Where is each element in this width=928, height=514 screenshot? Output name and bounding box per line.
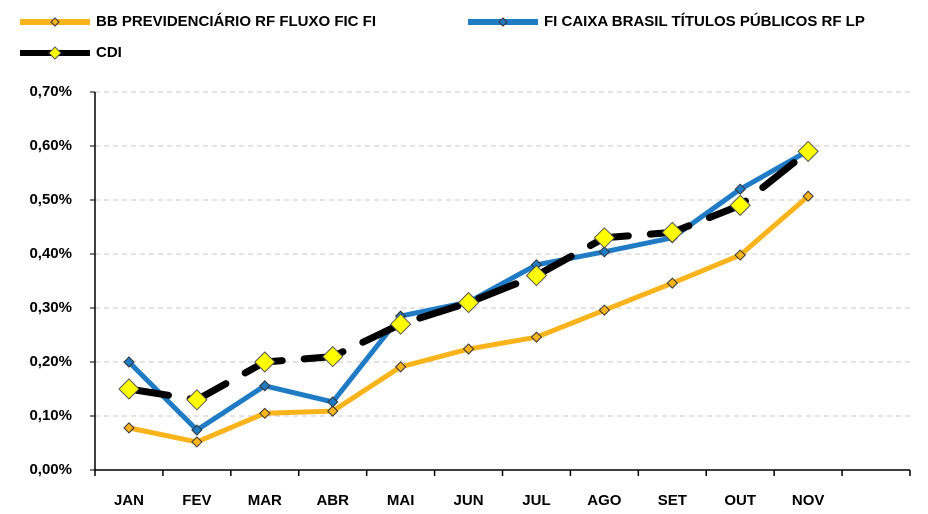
data-point [191, 436, 203, 448]
data-point [394, 361, 407, 373]
x-tick-label: MAR [248, 492, 282, 509]
x-tick-label: ABR [316, 492, 349, 509]
y-tick-label: 0,20% [29, 353, 72, 370]
data-point [191, 424, 203, 436]
y-tick-label: 0,30% [29, 299, 72, 316]
data-point [802, 190, 814, 202]
x-tick-label: JUN [454, 492, 484, 509]
data-point [322, 345, 344, 368]
x-tick-label: SET [658, 492, 687, 509]
data-point [598, 304, 611, 316]
x-tick-label: MAI [387, 492, 415, 509]
data-point [123, 422, 135, 434]
legend-marker [498, 17, 508, 27]
y-tick-label: 0,10% [29, 407, 72, 424]
x-tick-label: JUL [522, 492, 550, 509]
data-point [525, 264, 548, 287]
data-point [327, 405, 339, 417]
series-line [126, 148, 811, 433]
x-tick-label: NOV [792, 492, 825, 509]
data-point [734, 183, 746, 195]
data-point [729, 194, 751, 217]
data-point [734, 249, 746, 261]
data-point [666, 277, 678, 289]
legend-label: CDI [96, 44, 122, 61]
data-point [186, 389, 208, 411]
x-tick-label: AGO [587, 492, 622, 509]
data-point [462, 343, 475, 355]
data-point [123, 356, 135, 368]
series-line [125, 147, 812, 404]
legend-marker [48, 46, 62, 60]
y-tick-label: 0,40% [29, 245, 72, 262]
y-tick-label: 0,00% [29, 461, 72, 478]
legend-label: FI CAIXA BRASIL TÍTULOS PÚBLICOS RF LP [544, 12, 865, 30]
data-point [661, 221, 683, 244]
data-point [389, 313, 412, 335]
data-point [457, 291, 480, 314]
data-point [118, 378, 140, 400]
data-point [259, 380, 271, 392]
legend-marker [50, 17, 60, 27]
x-tick-label: FEV [182, 492, 211, 509]
data-point [530, 331, 543, 343]
y-tick-label: 0,70% [29, 83, 72, 100]
data-point [254, 351, 276, 373]
x-tick-label: JAN [114, 492, 144, 509]
x-tick-label: OUT [724, 492, 756, 509]
data-point [598, 246, 611, 258]
data-point [797, 140, 819, 163]
y-tick-label: 0,60% [29, 137, 72, 154]
legend-label: BB PREVIDENCIÁRIO RF FLUXO FIC FI [96, 13, 376, 30]
data-point [593, 227, 616, 249]
data-point [259, 407, 271, 420]
data-point [327, 396, 339, 408]
y-tick-label: 0,50% [29, 191, 72, 208]
